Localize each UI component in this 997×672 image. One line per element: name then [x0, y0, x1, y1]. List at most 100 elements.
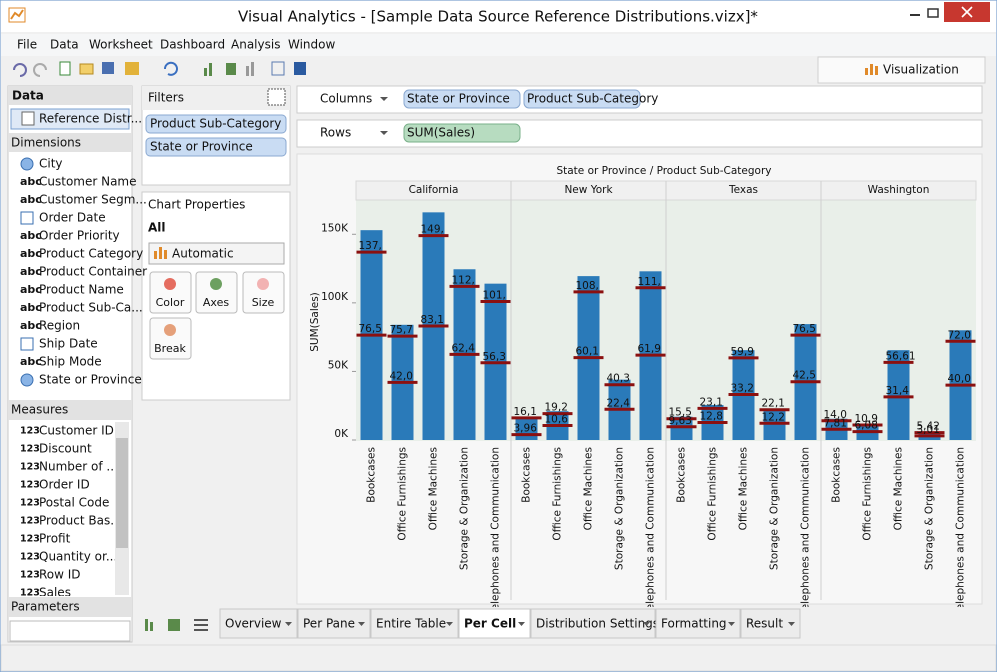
x-tick-label: Storage & Organization	[924, 447, 936, 570]
menu-item[interactable]: Dashboard	[160, 38, 225, 52]
tab[interactable]	[219, 608, 298, 639]
reference-label: 33,2	[731, 382, 754, 394]
dimension-field[interactable]: Ship Date	[39, 337, 98, 351]
dimension-field[interactable]: Product Sub-Ca...	[39, 301, 143, 315]
x-tick-label: Storage & Organization	[459, 447, 471, 570]
tab[interactable]	[655, 608, 741, 639]
dimension-field[interactable]: Customer Segm...	[39, 193, 147, 207]
property-button-label: Axes	[203, 296, 229, 309]
pane-label: California	[409, 184, 459, 196]
mark-type: Automatic	[172, 247, 234, 261]
measure-field[interactable]: Row ID	[39, 568, 81, 582]
dimension-field[interactable]: Region	[39, 319, 80, 333]
x-tick-label: Telephones and Communication	[490, 447, 502, 616]
reference-label: 76,5	[359, 323, 382, 335]
measure-field[interactable]: Profit	[39, 532, 71, 546]
dimension-field[interactable]: Customer Name	[39, 175, 137, 189]
measure-field[interactable]: Quantity or...	[39, 550, 117, 564]
visualization-tab[interactable]	[817, 56, 986, 84]
dimension-field[interactable]: City	[39, 157, 63, 171]
tab-label: Overview	[225, 617, 282, 631]
filter-pill[interactable]	[145, 114, 287, 134]
tab-arrow	[446, 622, 453, 626]
measure-field[interactable]: Discount	[39, 442, 92, 456]
filters-menu[interactable]	[267, 88, 286, 106]
shelf-pill[interactable]	[403, 123, 521, 143]
tab[interactable]	[370, 608, 459, 639]
measure-field[interactable]: Order ID	[39, 478, 90, 492]
chart-properties-title: Chart Properties	[148, 198, 245, 212]
dimension-field[interactable]: Ship Mode	[39, 355, 102, 369]
filter-pill[interactable]	[145, 137, 287, 157]
property-button-label: Color	[156, 296, 185, 309]
reference-label: 56,3	[483, 351, 506, 363]
undo-icon[interactable]	[13, 63, 27, 77]
tab-label: Formatting	[661, 617, 727, 631]
property-icon	[257, 278, 269, 290]
reference-label: 108,	[576, 280, 599, 292]
reference-label: 5,42	[917, 421, 940, 433]
reference-label: 23,1	[700, 396, 723, 408]
mark-type-dropdown[interactable]	[148, 242, 285, 265]
field-type: abc	[20, 247, 42, 260]
shelf-arrows[interactable]	[380, 97, 388, 135]
dimension-field[interactable]: Product Name	[39, 283, 124, 297]
dimension-field[interactable]: Order Priority	[39, 229, 120, 243]
reference-label: 111,	[638, 276, 661, 288]
dimension-field[interactable]: Order Date	[39, 211, 106, 225]
tab-icons	[145, 619, 208, 631]
refresh-icon[interactable]	[163, 61, 178, 76]
property-button[interactable]	[242, 271, 285, 314]
open-icon[interactable]	[79, 63, 94, 75]
menu-item[interactable]: Analysis	[231, 38, 280, 52]
data-header	[8, 86, 132, 105]
tab[interactable]	[530, 608, 656, 639]
dimension-field[interactable]: State or Province	[39, 373, 142, 387]
save-icon[interactable]	[102, 62, 114, 74]
reference-label: 9,63	[669, 415, 692, 427]
menu-item[interactable]: Window	[288, 38, 336, 52]
chart: State or Province / Product Sub-Category…	[309, 165, 977, 616]
reference-label: 3,96	[514, 423, 538, 435]
x-tick-label: Bookcases	[521, 447, 533, 503]
close-button[interactable]	[944, 2, 990, 22]
dimensions-header	[8, 133, 132, 152]
menu-item[interactable]: Worksheet	[89, 38, 153, 52]
redo-icon[interactable]	[33, 63, 47, 77]
tab[interactable]	[297, 608, 371, 639]
tab[interactable]	[458, 608, 531, 639]
menu-item[interactable]: Data	[50, 38, 79, 52]
pane-label: Texas	[728, 184, 758, 196]
measure-field[interactable]: Product Bas...	[39, 514, 122, 528]
chart-icons[interactable]	[204, 61, 306, 76]
measure-field[interactable]: Number of ...	[39, 460, 118, 474]
measure-field[interactable]: Postal Code	[39, 496, 109, 510]
parameters-box[interactable]	[9, 620, 131, 642]
measure-field[interactable]: Customer ID	[39, 424, 114, 438]
property-button[interactable]	[195, 271, 238, 314]
new-icon[interactable]	[59, 61, 71, 76]
app-icon	[8, 7, 26, 23]
dimension-field[interactable]: Product Container	[39, 265, 147, 279]
sheet-icon[interactable]	[125, 62, 139, 75]
maximize-button[interactable]	[927, 8, 939, 18]
tab-label: Result	[746, 617, 783, 631]
reference-label: 61,9	[638, 343, 661, 355]
tab-label: Entire Table	[376, 617, 446, 631]
tab-arrow	[358, 622, 365, 626]
y-axis-label: SUM(Sales)	[309, 292, 321, 352]
data-source[interactable]	[10, 108, 130, 130]
menu-item[interactable]: File	[17, 38, 37, 52]
field-type: abc	[20, 283, 42, 296]
x-tick-label: Bookcases	[366, 447, 378, 503]
property-button[interactable]	[149, 317, 192, 360]
shelf-pill[interactable]	[403, 89, 521, 109]
x-tick-label: Office Machines	[738, 447, 750, 530]
measure-field[interactable]: Sales	[39, 586, 71, 600]
property-button[interactable]	[149, 271, 192, 314]
scroll-thumb[interactable]	[116, 438, 128, 548]
x-tick-label: Office Furnishings	[707, 447, 719, 541]
shelf-pill[interactable]	[523, 89, 641, 109]
dimension-field[interactable]: Product Category	[39, 247, 143, 261]
